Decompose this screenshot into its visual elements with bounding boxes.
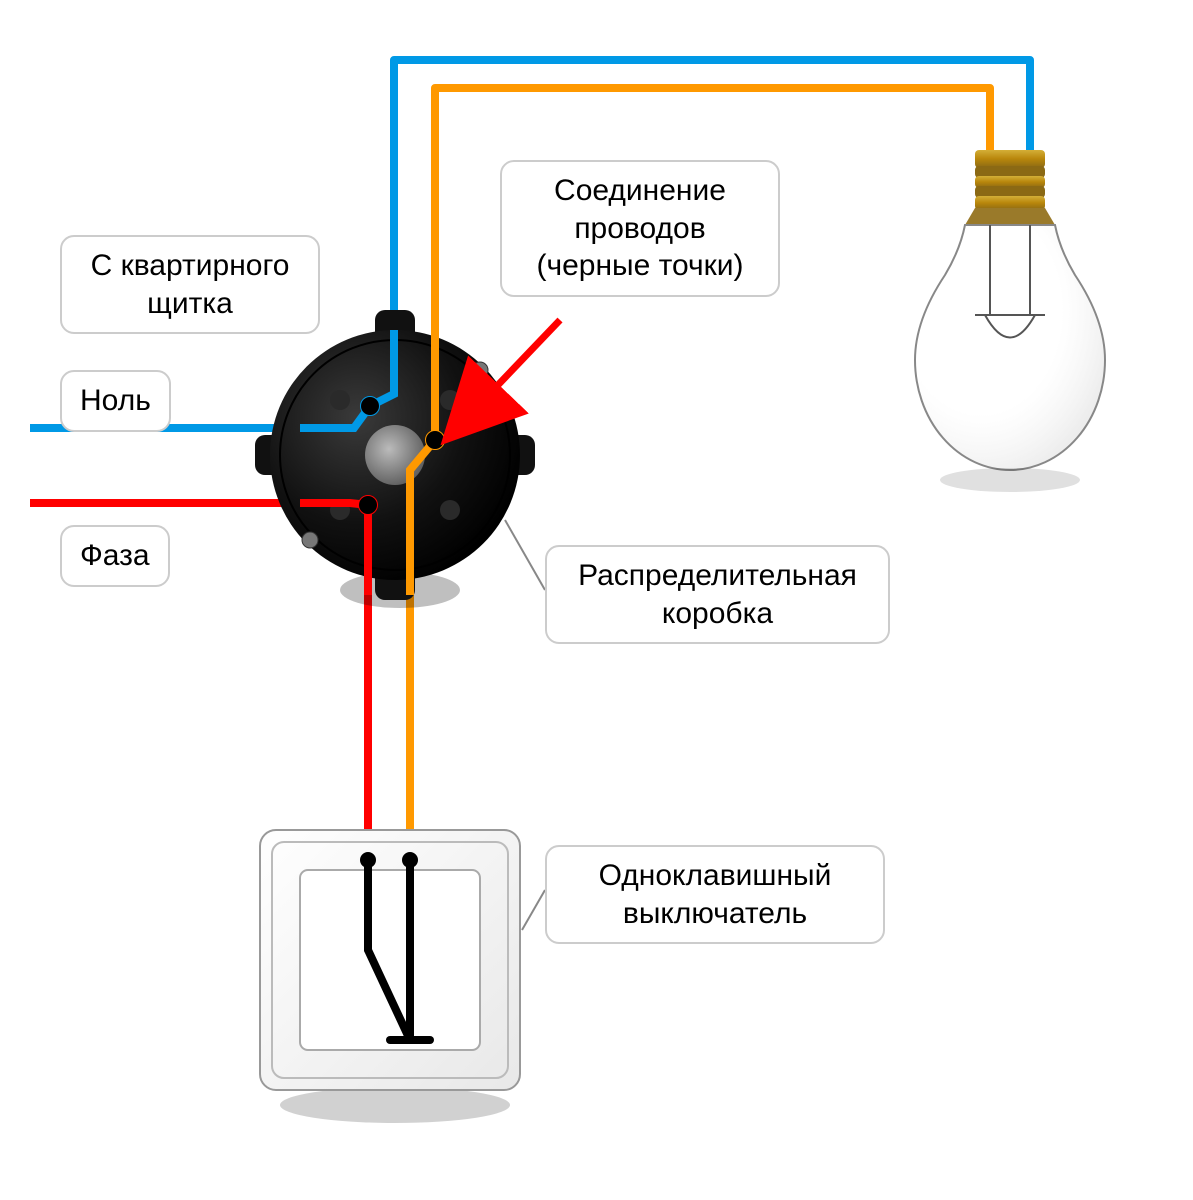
label-neutral-text: Ноль [80,384,151,417]
label-switch: Одноклавишный выключатель [545,845,885,944]
label-switch-text: Одноклавишный выключатель [599,859,832,930]
junction-box-icon [255,310,535,608]
label-connections-text: Соединение проводов (черные точки) [536,174,743,282]
label-junction-box-text: Распределительная коробка [578,559,857,630]
label-junction-box: Распределительная коробка [545,545,890,644]
label-neutral: Ноль [60,370,171,432]
light-bulb-icon [915,150,1105,492]
label-connections: Соединение проводов (черные точки) [500,160,780,297]
wall-switch-icon [260,830,520,1123]
label-phase: Фаза [60,525,170,587]
label-from-panel-text: С квартирного щитка [91,249,290,320]
label-phase-text: Фаза [80,539,150,572]
label-from-panel: С квартирного щитка [60,235,320,334]
